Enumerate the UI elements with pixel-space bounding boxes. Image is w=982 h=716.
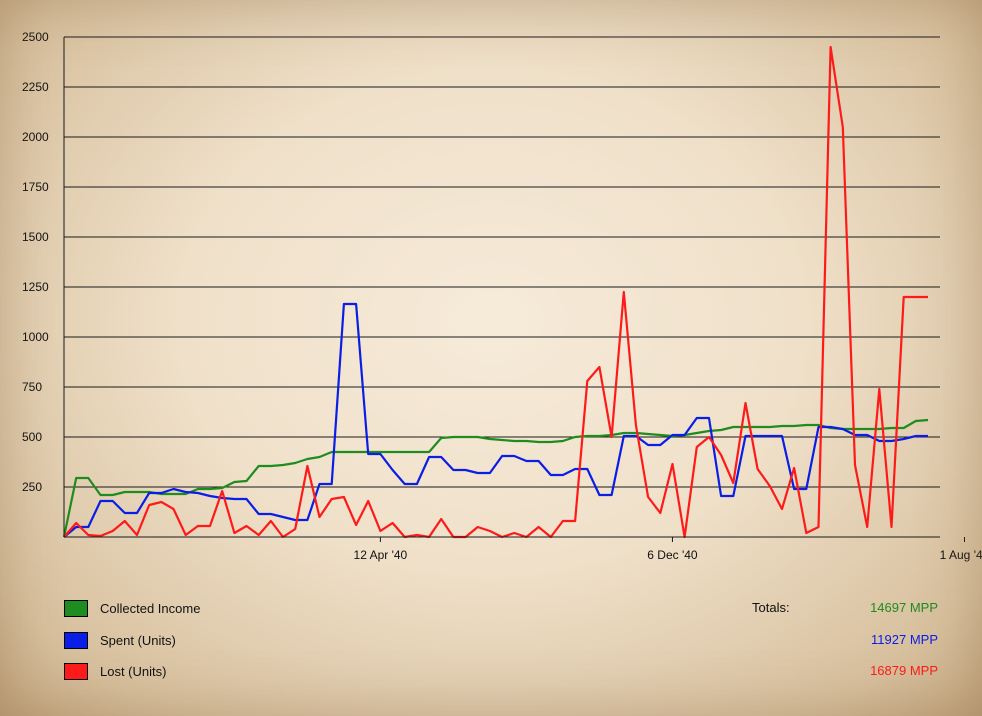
totals-label: Totals: bbox=[752, 600, 790, 615]
x-tick-label: 12 Apr '40 bbox=[354, 548, 408, 562]
legend-label-lost-units: Lost (Units) bbox=[100, 663, 167, 679]
x-tick-label: 1 Aug '41 bbox=[940, 548, 982, 562]
y-tick-label: 2500 bbox=[22, 30, 49, 44]
x-tick-label: 6 Dec '40 bbox=[647, 548, 698, 562]
y-tick-label: 1500 bbox=[22, 230, 49, 244]
series-lines bbox=[62, 45, 929, 539]
series-line-collected-income bbox=[62, 418, 929, 538]
legend-item-lost-units: Lost (Units) bbox=[64, 661, 166, 681]
y-tick-label: 2000 bbox=[22, 130, 49, 144]
y-tick-label: 750 bbox=[22, 380, 42, 394]
total-lost-units: 16879 MPP bbox=[870, 663, 938, 678]
legend-label-spent-units: Spent (Units) bbox=[100, 632, 176, 648]
legend-swatch-lost-units bbox=[64, 662, 88, 680]
legend-item-collected-income: Collected Income bbox=[64, 598, 200, 618]
y-tick-label: 1000 bbox=[22, 330, 49, 344]
y-tick-label: 2250 bbox=[22, 80, 49, 94]
series-line-lost-units bbox=[63, 45, 928, 539]
series-line-spent-units bbox=[63, 302, 928, 538]
y-tick-label: 1750 bbox=[22, 180, 49, 194]
axes: 2500 2250 2000 1750 1500 1250 1000 750 500 250 12 … bbox=[22, 30, 982, 562]
legend-item-spent-units: Spent (Units) bbox=[64, 630, 176, 650]
y-tick-label: 250 bbox=[22, 480, 42, 494]
legend-label-collected-income: Collected Income bbox=[100, 600, 201, 616]
y-tick-label: 500 bbox=[22, 430, 42, 444]
legend: Collected Income Spent (Units) Lost (Uni… bbox=[64, 598, 944, 698]
legend-swatch-spent-units bbox=[64, 631, 88, 649]
total-spent-units: 11927 MPP bbox=[871, 632, 938, 647]
legend-swatch-collected-income bbox=[64, 599, 88, 617]
y-tick-label: 1250 bbox=[22, 280, 49, 294]
gridlines bbox=[64, 36, 940, 488]
total-collected-income: 14697 MPP bbox=[870, 600, 938, 615]
